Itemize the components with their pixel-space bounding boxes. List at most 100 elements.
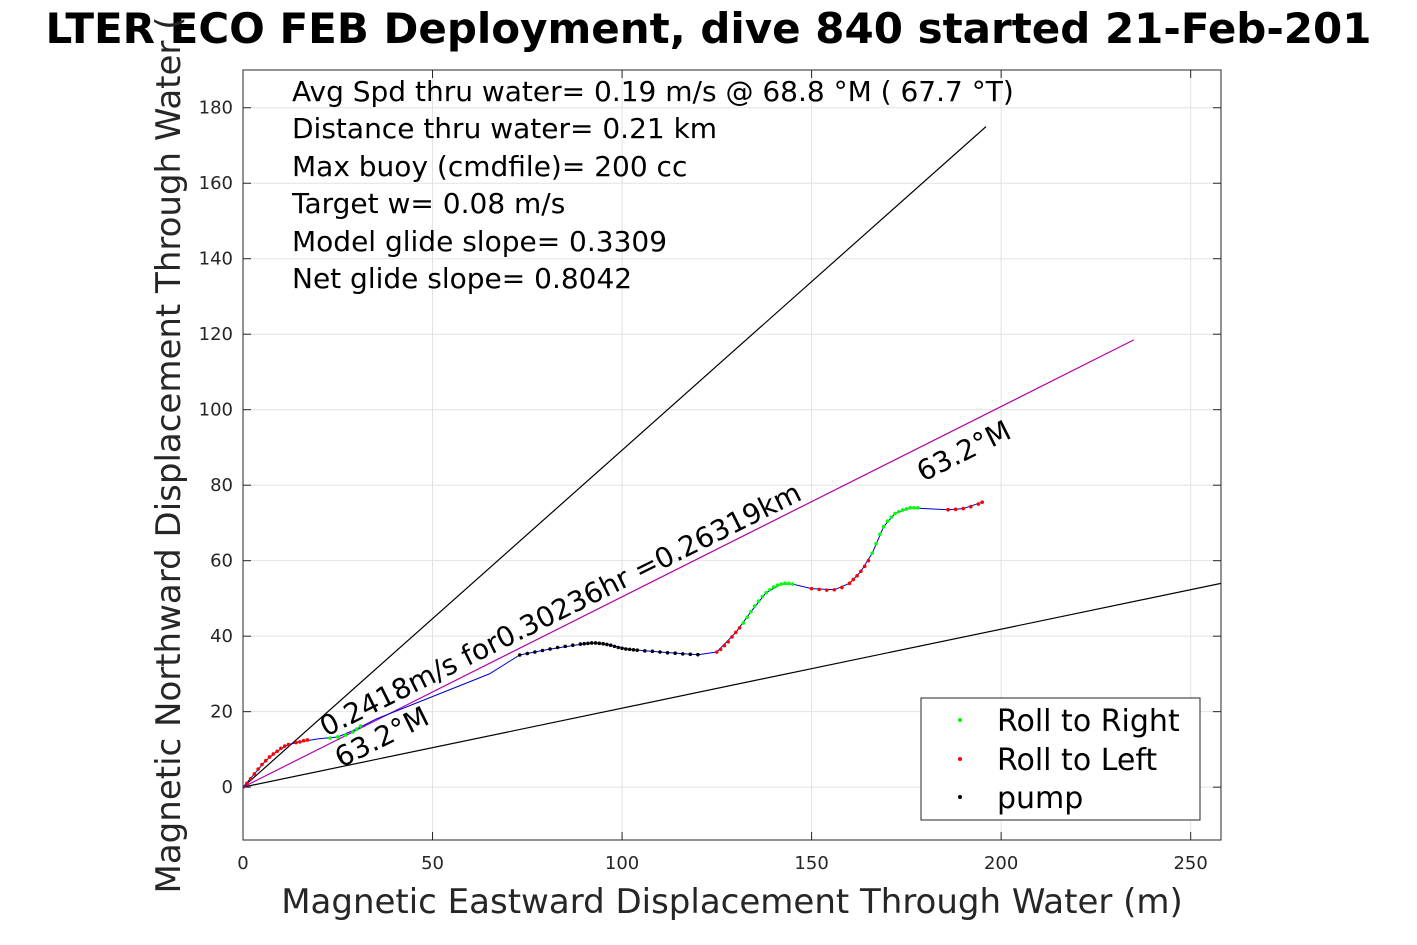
point-roll-to-right (912, 506, 916, 510)
point-roll-to-right (328, 736, 332, 740)
point-roll-to-left (256, 767, 260, 771)
info-line-distance: Distance thru water= 0.21 km (292, 112, 717, 145)
point-roll-to-right (779, 582, 784, 586)
point-pump (597, 641, 602, 646)
point-roll-to-right (756, 599, 761, 603)
point-roll-to-left (715, 650, 719, 654)
point-roll-to-right (745, 615, 749, 620)
point-roll-to-right (771, 585, 776, 589)
point-roll-to-left (737, 626, 742, 630)
y-tick-label: 120 (199, 324, 233, 345)
y-axis-label: Magnetic Northward Displacement Through … (149, 17, 189, 894)
point-pump (570, 643, 575, 648)
point-roll-to-left (294, 740, 298, 745)
point-roll-to-left (855, 573, 859, 578)
point-roll-to-left (263, 758, 268, 763)
point-pump (578, 642, 583, 646)
info-line-max-buoy: Max buoy (cmdfile)= 200 cc (292, 150, 687, 183)
point-pump (680, 652, 685, 656)
info-line-model-glide: Model glide slope= 0.3309 (292, 225, 667, 258)
axis-ticks: 0 50 100 150 200 250 0 20 40 60 80 100 120 140 160 180 (199, 70, 1221, 874)
point-pump (533, 650, 537, 654)
point-roll-to-left (809, 586, 814, 591)
point-pump (643, 649, 647, 653)
point-roll-to-left (267, 755, 272, 759)
y-tick-label: 60 (210, 551, 233, 572)
point-roll-to-left (847, 581, 852, 586)
point-pump (616, 645, 621, 650)
chart-title: LTER ECO FEB Deployment, dive 840 starte… (45, 4, 1372, 53)
point-roll-to-left (298, 740, 302, 744)
point-roll-to-right (752, 604, 757, 608)
y-tick-label: 180 (199, 98, 233, 119)
point-roll-to-left (275, 749, 279, 754)
point-pump (582, 641, 586, 646)
point-pump (605, 642, 609, 647)
point-roll-to-right (351, 730, 355, 734)
legend-label-pump: pump (997, 781, 1083, 816)
x-tick-label: 0 (237, 853, 248, 874)
legend-label-roll-left: Roll to Left (997, 743, 1157, 778)
point-pump (540, 648, 545, 653)
legend-marker-roll-right (958, 718, 962, 722)
point-pump (658, 650, 662, 654)
point-roll-to-right (915, 506, 920, 510)
point-roll-to-left (862, 564, 867, 569)
point-pump (525, 651, 530, 656)
point-roll-to-right (358, 724, 363, 728)
y-tick-label: 100 (199, 400, 233, 421)
point-roll-to-right (764, 590, 768, 595)
x-tick-label: 200 (984, 853, 1018, 874)
legend-label-roll-right: Roll to Right (997, 704, 1180, 739)
y-tick-label: 80 (210, 475, 233, 496)
point-pump (624, 647, 628, 651)
point-roll-to-left (817, 587, 821, 592)
point-roll-to-left (726, 640, 731, 644)
point-roll-to-right (881, 524, 886, 529)
point-pump (548, 647, 552, 651)
point-roll-to-right (885, 519, 890, 523)
point-roll-to-right (790, 582, 795, 586)
point-roll-to-right (749, 609, 753, 614)
x-tick-label: 50 (421, 853, 444, 874)
plot-frame (242, 69, 1222, 841)
point-roll-to-right (874, 541, 878, 546)
grid-lines (242, 70, 1221, 840)
point-roll-to-left (722, 643, 727, 648)
point-pump (650, 649, 655, 654)
point-roll-to-left (733, 630, 738, 635)
info-line-target-w: Target w= 0.08 m/s (291, 187, 565, 220)
point-roll-to-right (896, 509, 901, 514)
y-tick-label: 0 (222, 777, 233, 798)
x-axis-label: Magnetic Eastward Displacement Through W… (281, 882, 1183, 922)
point-roll-to-left (252, 772, 257, 776)
point-roll-to-left (301, 738, 306, 743)
point-roll-to-left (305, 738, 310, 742)
point-roll-to-right (335, 735, 340, 739)
point-pump (555, 645, 560, 650)
point-roll-to-right (354, 727, 359, 731)
point-roll-to-right (760, 594, 765, 599)
y-tick-label: 160 (199, 173, 233, 194)
point-pump (589, 641, 594, 645)
y-tick-label: 20 (210, 702, 233, 723)
point-roll-to-right (787, 581, 791, 586)
point-pump (563, 644, 568, 649)
point-roll-to-right (741, 621, 746, 625)
reference-line-steep (243, 126, 987, 788)
point-pump (593, 641, 598, 645)
point-roll-to-left (851, 577, 856, 582)
point-roll-to-right (904, 507, 909, 511)
speed-annotation: 0.2418m/s for0.30236hr =0.26319km (314, 476, 806, 744)
reference-line-shallow (243, 582, 1221, 788)
legend-marker-roll-left (958, 757, 962, 761)
info-line-net-glide: Net glide slope= 0.8042 (292, 262, 632, 295)
point-roll-to-right (343, 733, 348, 737)
point-pump (601, 641, 605, 646)
point-roll-to-left (976, 502, 981, 506)
data-points (243, 500, 984, 789)
info-line-avg-speed: Avg Spd thru water= 0.19 m/s @ 68.8 °M (… (292, 75, 1014, 108)
point-roll-to-left (980, 500, 984, 504)
point-roll-to-left (271, 752, 276, 756)
x-tick-label: 250 (1173, 853, 1207, 874)
